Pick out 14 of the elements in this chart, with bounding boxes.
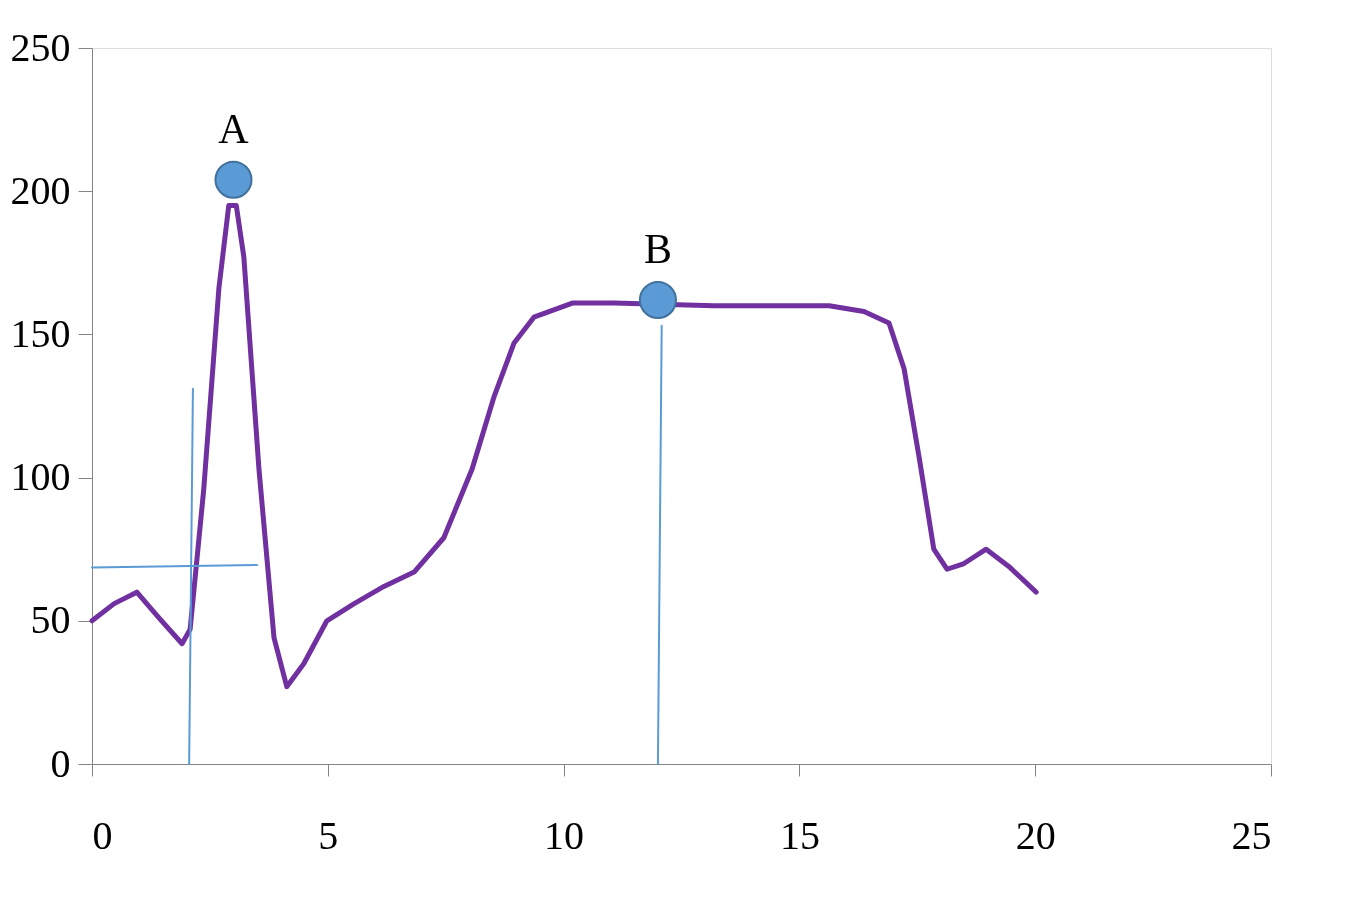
annotation: B — [643, 226, 672, 273]
annotation: A — [218, 105, 250, 152]
x-tick-label: 20 — [1015, 812, 1056, 858]
y-tick-label: 100 — [10, 454, 71, 500]
y-tick-label: 200 — [10, 167, 71, 213]
y-tick-label: 0 — [50, 740, 71, 786]
x-tick-label: 5 — [318, 812, 339, 858]
x-tick-label: 0 — [92, 812, 113, 858]
x-tick-label: 15 — [779, 812, 820, 858]
y-tick-label: 150 — [10, 310, 71, 356]
y-tick-label: 50 — [30, 597, 71, 643]
x-tick-label: 10 — [544, 812, 585, 858]
y-tick-label: 250 — [10, 24, 71, 70]
x-tick-label: 25 — [1231, 812, 1272, 858]
